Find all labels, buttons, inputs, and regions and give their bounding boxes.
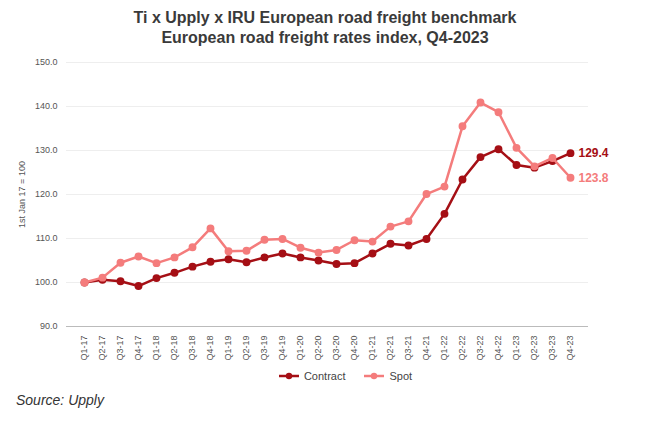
html-text:Spot: Spot bbox=[389, 370, 413, 382]
svg-text:Q4-23: Q4-23 bbox=[565, 336, 575, 361]
svg-text:Q3-17: Q3-17 bbox=[115, 336, 125, 361]
svg-text:120.0: 120.0 bbox=[35, 189, 58, 199]
svg-text:Q1-23: Q1-23 bbox=[511, 336, 521, 361]
svg-text:Q1-17: Q1-17 bbox=[79, 336, 89, 361]
svg-text:Q4-20: Q4-20 bbox=[349, 336, 359, 361]
svg-text:Q2-18: Q2-18 bbox=[169, 336, 179, 361]
html-text:Contract: Contract bbox=[303, 370, 346, 382]
svg-text:100.0: 100.0 bbox=[35, 277, 58, 287]
svg-text:Q2-20: Q2-20 bbox=[313, 336, 323, 361]
html-text:European road freight rates in: European road freight rates index, Q4-20… bbox=[161, 29, 489, 46]
svg-text:1st Jan 17 = 100: 1st Jan 17 = 100 bbox=[17, 161, 27, 228]
svg-text:130.0: 130.0 bbox=[35, 145, 58, 155]
svg-text:Q4-17: Q4-17 bbox=[133, 336, 143, 361]
svg-text:Q4-22: Q4-22 bbox=[493, 336, 503, 361]
svg-text:Q2-19: Q2-19 bbox=[241, 336, 251, 361]
html-text:Ti x Upply x IRU European road: Ti x Upply x IRU European road freight b… bbox=[133, 9, 517, 26]
svg-text:Q2-23: Q2-23 bbox=[529, 336, 539, 361]
svg-text:Q3-21: Q3-21 bbox=[403, 336, 413, 361]
svg-text:90.0: 90.0 bbox=[40, 321, 58, 331]
svg-text:Q4-18: Q4-18 bbox=[205, 336, 215, 361]
svg-text:123.8: 123.8 bbox=[579, 171, 609, 185]
svg-text:Q2-22: Q2-22 bbox=[457, 336, 467, 361]
svg-text:Q3-20: Q3-20 bbox=[331, 336, 341, 361]
svg-text:Q2-17: Q2-17 bbox=[97, 336, 107, 361]
svg-text:Q1-18: Q1-18 bbox=[151, 336, 161, 361]
svg-text:150.0: 150.0 bbox=[35, 57, 58, 67]
svg-text:Q2-21: Q2-21 bbox=[385, 336, 395, 361]
svg-text:129.4: 129.4 bbox=[579, 146, 609, 160]
svg-text:Q4-19: Q4-19 bbox=[277, 336, 287, 361]
svg-text:Q1-20: Q1-20 bbox=[295, 336, 305, 361]
svg-text:110.0: 110.0 bbox=[36, 233, 58, 243]
svg-text:Q3-19: Q3-19 bbox=[259, 336, 269, 361]
svg-text:Q1-21: Q1-21 bbox=[367, 336, 377, 361]
svg-text:140.0: 140.0 bbox=[35, 101, 58, 111]
svg-text:Q3-22: Q3-22 bbox=[475, 336, 485, 361]
svg-text:Q1-22: Q1-22 bbox=[439, 336, 449, 361]
svg-text:Q1-19: Q1-19 bbox=[223, 336, 233, 361]
html-text:Source: Upply: Source: Upply bbox=[16, 392, 104, 408]
svg-text:Q3-18: Q3-18 bbox=[187, 336, 197, 361]
svg-text:Q3-23: Q3-23 bbox=[547, 336, 557, 361]
svg-text:Q4-21: Q4-21 bbox=[421, 336, 431, 361]
